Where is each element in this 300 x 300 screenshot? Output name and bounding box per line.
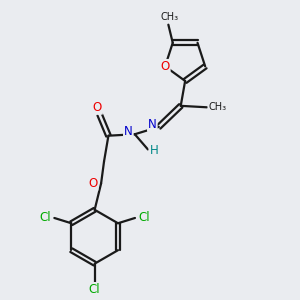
Text: CH₃: CH₃	[208, 102, 226, 112]
Text: O: O	[93, 101, 102, 114]
Text: CH₃: CH₃	[161, 12, 179, 22]
Text: O: O	[88, 177, 98, 190]
Text: Cl: Cl	[89, 283, 100, 296]
Text: N: N	[148, 118, 157, 131]
Text: H: H	[149, 144, 158, 158]
Text: O: O	[160, 60, 170, 73]
Text: N: N	[124, 125, 133, 138]
Text: Cl: Cl	[139, 212, 150, 224]
Text: Cl: Cl	[39, 212, 51, 224]
